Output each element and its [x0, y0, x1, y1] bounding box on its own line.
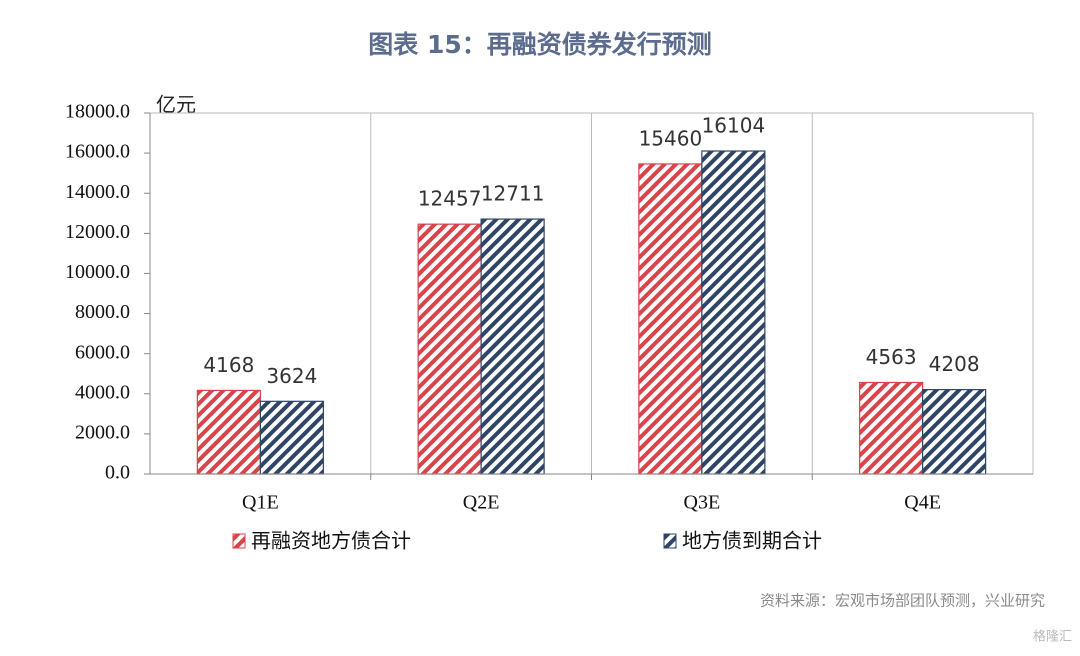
data-label: 12711	[481, 182, 545, 206]
legend-label: 再融资地方债合计	[251, 529, 411, 553]
y-tick-label: 16000.0	[65, 141, 130, 163]
chart-title: 图表 15：再融资债券发行预测	[368, 30, 712, 59]
bar	[922, 389, 987, 475]
bar	[259, 400, 324, 475]
y-tick-label: 18000.0	[65, 101, 130, 123]
y-tick-label: 10000.0	[65, 261, 130, 283]
bar	[859, 381, 924, 475]
y-tick-label: 14000.0	[65, 181, 130, 203]
y-tick-label: 6000.0	[75, 341, 130, 363]
x-tick-label: Q2E	[463, 492, 500, 514]
data-label: 4563	[866, 345, 917, 369]
legend-swatch	[663, 533, 677, 549]
data-label: 15460	[639, 126, 703, 150]
bar	[417, 223, 482, 475]
legend-label: 地方债到期合计	[682, 529, 822, 553]
data-label: 3624	[266, 364, 317, 388]
x-tick-label: Q4E	[904, 492, 941, 514]
data-label: 12457	[418, 187, 482, 211]
data-label: 4208	[929, 352, 980, 376]
x-tick-label: Q3E	[684, 492, 721, 514]
y-tick-label: 0.0	[105, 462, 130, 484]
x-tick-label: Q1E	[242, 492, 279, 514]
data-label: 4168	[203, 353, 254, 377]
y-tick-label: 12000.0	[65, 221, 130, 243]
y-tick-label: 8000.0	[75, 301, 130, 323]
bar	[701, 150, 766, 475]
watermark: 格隆汇	[1033, 629, 1072, 645]
bar	[638, 163, 703, 475]
source-note: 资料来源：宏观市场部团队预测，兴业研究	[760, 592, 1045, 610]
data-label: 16104	[702, 114, 766, 138]
legend-swatch	[232, 533, 246, 549]
y-tick-label: 4000.0	[75, 381, 130, 403]
bar	[196, 389, 261, 475]
y-tick-label: 2000.0	[75, 421, 130, 443]
bar	[480, 218, 545, 475]
